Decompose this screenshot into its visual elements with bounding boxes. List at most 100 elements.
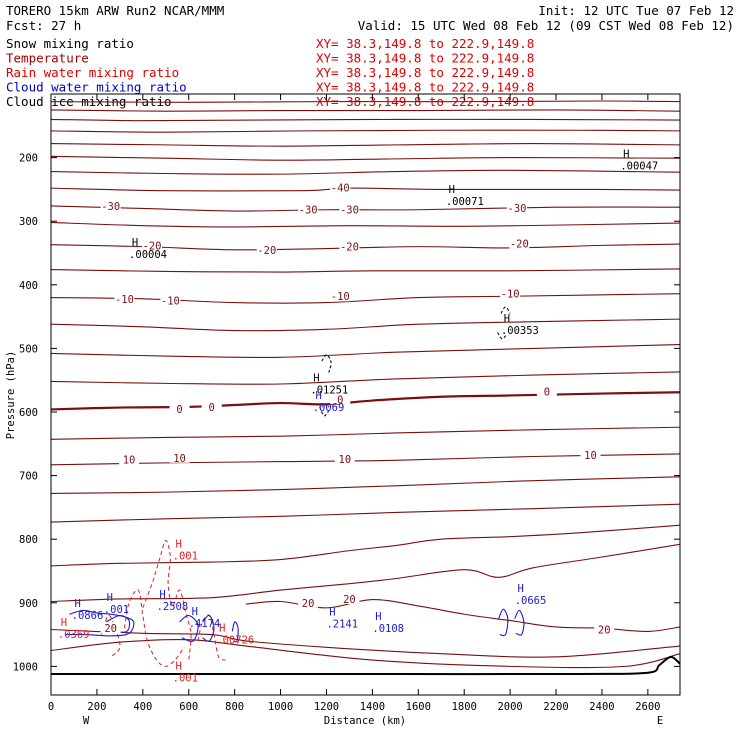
ice-maximum-value: .00071 <box>446 196 484 208</box>
cloud-water-contour <box>202 614 215 642</box>
ice-maximum-marker: H <box>449 184 455 196</box>
ice-maximum-marker: H <box>313 372 319 384</box>
temperature-contour-label: 20 <box>104 623 117 635</box>
temperature-contour-label: 10 <box>584 450 597 462</box>
temperature-contour <box>51 476 680 494</box>
x-tick-label: 1600 <box>406 701 431 713</box>
cloud-maximum-value: .001 <box>104 604 129 616</box>
temperature-contour-label: 10 <box>123 455 136 467</box>
contour-label-bg <box>536 385 557 397</box>
legend-label: Snow mixing ratio <box>6 36 134 51</box>
temperature-contour <box>51 293 680 304</box>
rain-contour <box>197 614 226 661</box>
rain-contour <box>142 539 192 661</box>
header-line1-right: Init: 12 UTC Tue 07 Feb 12 <box>538 3 734 18</box>
legend-xy: XY= 38.3,149.8 to 222.9,149.8 <box>316 51 534 66</box>
y-tick-label: 700 <box>19 471 38 483</box>
axes: 0 200 400 600 800 1000 1200 1400 1600 1800 2000 220… <box>13 94 680 713</box>
contour-label-bg <box>500 287 521 299</box>
temperature-contour <box>51 503 680 523</box>
cloud-water-contour <box>105 614 131 633</box>
temperature-contour-label: -20 <box>143 240 162 252</box>
temperature-contour <box>51 318 680 332</box>
temperature-contour-label: -30 <box>299 205 318 217</box>
y-tick-label: 300 <box>19 216 38 228</box>
cloud-water-contour <box>64 609 135 637</box>
rain-maximum-value: .00726 <box>216 634 254 646</box>
cloud-ice-contour <box>500 306 511 314</box>
cloud-maximum-value: .2508 <box>157 601 189 613</box>
contour-label-bg <box>594 623 615 635</box>
ice-maximum-marker: H <box>623 149 629 161</box>
temperature-contour <box>51 638 680 669</box>
header-line2-right: Valid: 15 UTC Wed 08 Feb 12 (09 CST Wed … <box>358 18 734 33</box>
temperature-contour-label: 20 <box>302 598 315 610</box>
contour-label-bg <box>298 596 319 608</box>
cloud-water-contour <box>179 614 199 642</box>
temperature-contour <box>51 268 680 273</box>
temperature-contour <box>51 524 680 567</box>
cloud-maximum-marker: H <box>518 583 524 595</box>
temperature-contour-label: -10 <box>501 289 520 301</box>
contour-label-bg <box>114 292 135 304</box>
cloud-maximum-marker: H <box>74 598 80 610</box>
cloud-ice-contour <box>497 332 508 340</box>
contour-label-bg <box>330 290 351 302</box>
contour-label-bg <box>201 400 222 412</box>
rain-maximum-marker: H <box>176 538 182 550</box>
temperature-contour-label: 20 <box>598 624 611 636</box>
contour-label-bg <box>160 294 181 306</box>
x-tick-label: 600 <box>179 701 198 713</box>
y-axis-label: Pressure (hPa) <box>5 351 17 440</box>
contour-label-bg <box>100 622 121 634</box>
legend-xy: XY= 38.3,149.8 to 222.9,149.8 <box>316 36 534 51</box>
x-tick-label: 1400 <box>360 701 385 713</box>
contour-label-bg <box>339 203 360 215</box>
y-tick-label: 600 <box>19 407 38 419</box>
contour-label-bg <box>580 449 601 461</box>
cloud-maximum-marker: H <box>159 589 165 601</box>
temperature-contour-label: -10 <box>115 294 134 306</box>
temperature-contour <box>51 371 680 385</box>
legend-label: Cloud water mixing ratio <box>6 80 187 95</box>
temperature-contour <box>51 543 680 603</box>
contour-label-bg <box>256 243 277 255</box>
x-tick-label: 1000 <box>268 701 293 713</box>
legend-xy: XY= 38.3,149.8 to 222.9,149.8 <box>316 80 534 95</box>
header-line1-left: TORERO 15km ARW Run2 NCAR/MMM <box>6 3 224 18</box>
legend-xy: XY= 38.3,149.8 to 222.9,149.8 <box>316 65 534 80</box>
temperature-contour-label: -30 <box>508 203 527 215</box>
rain-maximum-value: .0369 <box>58 629 90 641</box>
temperature-contour-label: 0 <box>544 387 550 399</box>
x-end-label-west: W <box>83 715 90 727</box>
cloud-maximum-marker: H <box>107 592 113 604</box>
legend: Snow mixing ratio XY= 38.3,149.8 to 222.9… <box>6 36 534 109</box>
rain-contour <box>123 589 185 667</box>
contour-label-layer: -40 -30 -30 -30 -30 -20 -20 -20 -20 -10 -10 -10 -10 0… <box>58 149 658 685</box>
temperature-contour-label: -30 <box>340 205 359 217</box>
y-tick-label: 800 <box>19 534 38 546</box>
contour-label-bg <box>142 239 163 251</box>
contour-label-bg <box>119 453 140 465</box>
header-line2-left: Fcst: 27 h <box>6 18 81 33</box>
temperature-contour <box>51 628 680 658</box>
rain-maximum-marker: H <box>219 622 225 634</box>
contour-label-bg <box>509 237 530 249</box>
x-tick-label: 400 <box>133 701 152 713</box>
y-tick-label: 200 <box>19 153 38 165</box>
y-tick-label: 500 <box>19 343 38 355</box>
ice-maximum-marker: H <box>132 237 138 249</box>
cloud-maximum-value: .0108 <box>372 623 404 635</box>
cloud-water-contour <box>514 609 525 636</box>
temperature-contour-label: 0 <box>176 404 182 416</box>
temperature-contour-label: -20 <box>257 245 276 257</box>
temperature-contour <box>51 100 680 103</box>
x-tick-label: 1200 <box>314 701 339 713</box>
temperature-contour <box>51 169 680 175</box>
ice-maximum-value: .00004 <box>129 249 167 261</box>
temperature-contour-label: -10 <box>161 296 180 308</box>
temperature-contour-label: -40 <box>331 182 350 194</box>
contour-label-bg <box>507 201 528 213</box>
ice-maximum-value: .00047 <box>620 161 658 173</box>
temperature-contour-label: 0 <box>337 394 343 406</box>
